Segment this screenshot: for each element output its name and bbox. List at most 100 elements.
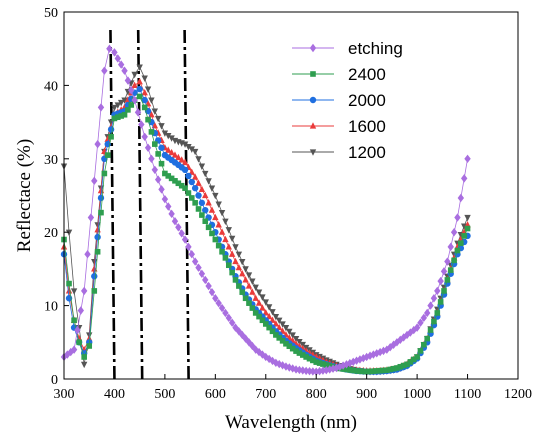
data-point <box>128 102 135 108</box>
data-point <box>286 328 293 336</box>
y-tick-label: 40 <box>44 79 58 94</box>
data-point <box>454 247 461 254</box>
data-point <box>121 111 128 118</box>
data-point <box>148 97 155 104</box>
data-point <box>246 300 252 306</box>
data-point <box>370 368 377 374</box>
data-point <box>101 170 108 177</box>
data-point <box>218 303 226 313</box>
data-point <box>71 317 77 324</box>
legend-label: 1600 <box>348 117 386 136</box>
data-point <box>249 278 256 285</box>
x-tick-label: 1000 <box>403 387 431 402</box>
data-point <box>299 352 306 358</box>
data-point <box>208 287 216 297</box>
data-point <box>80 361 88 369</box>
data-point <box>136 85 143 93</box>
data-point <box>390 365 397 372</box>
data-point <box>239 289 246 295</box>
data-point <box>229 269 235 276</box>
data-point <box>232 257 239 265</box>
data-point <box>255 299 263 306</box>
data-point <box>108 133 114 140</box>
y-tick-label: 10 <box>44 300 58 315</box>
data-point <box>175 153 182 161</box>
data-point <box>215 221 222 228</box>
legend-marker <box>309 96 317 104</box>
data-point <box>269 309 276 316</box>
data-point <box>87 213 95 222</box>
data-point <box>205 224 212 231</box>
data-point <box>158 185 165 194</box>
data-point <box>413 323 421 332</box>
data-point <box>441 288 447 294</box>
data-point <box>343 366 350 373</box>
data-point <box>168 148 175 156</box>
plot-frame <box>63 11 519 380</box>
legend-marker <box>310 71 316 77</box>
data-point <box>86 343 93 349</box>
data-point <box>279 338 286 344</box>
data-point <box>420 313 428 323</box>
data-point <box>292 336 300 343</box>
data-point <box>195 156 202 163</box>
data-point <box>427 301 434 310</box>
y-tick-label: 30 <box>44 153 58 168</box>
data-point <box>91 176 98 186</box>
legend-marker <box>309 122 317 129</box>
x-tick-label: 700 <box>255 387 276 402</box>
data-point <box>296 350 303 356</box>
data-point <box>249 341 256 351</box>
data-point <box>444 257 451 266</box>
x-tick-label: 300 <box>54 387 75 402</box>
data-point <box>181 166 189 174</box>
data-point <box>111 115 118 122</box>
data-point <box>424 308 431 318</box>
data-point <box>458 240 464 247</box>
data-point <box>117 60 125 69</box>
data-point <box>306 355 313 362</box>
data-point <box>252 284 259 292</box>
legend: etching 2400 2000 1600 1200 <box>292 39 403 162</box>
data-point <box>222 218 229 225</box>
data-point <box>202 170 209 178</box>
data-point <box>154 115 162 123</box>
data-point <box>252 310 259 316</box>
data-point <box>158 123 165 130</box>
data-point <box>353 368 360 374</box>
data-point <box>195 192 202 199</box>
axis-ticks: 300 400 500 600 700 800 900 1000 1100 1200 0 10 20 30… <box>44 6 532 402</box>
data-point <box>400 362 407 369</box>
data-point <box>181 141 189 148</box>
legend-item-2000: 2000 <box>292 91 386 110</box>
data-point <box>454 213 461 222</box>
data-point <box>262 299 269 306</box>
data-point <box>195 206 202 212</box>
data-point <box>259 294 266 301</box>
data-point <box>151 165 158 175</box>
data-point <box>128 86 135 95</box>
data-point <box>178 229 185 238</box>
series-line <box>63 88 468 373</box>
legend-label: etching <box>348 39 403 58</box>
series-1600 <box>60 77 471 374</box>
data-point <box>138 120 145 129</box>
data-point <box>121 97 128 104</box>
data-point <box>84 250 91 259</box>
x-tick-label: 1100 <box>454 387 481 402</box>
data-point <box>94 139 101 149</box>
data-point <box>222 255 229 261</box>
data-point <box>106 44 113 53</box>
data-point <box>208 206 216 213</box>
reference-line <box>183 29 190 380</box>
data-point <box>97 194 105 202</box>
data-point <box>289 345 296 352</box>
data-point <box>461 233 467 239</box>
legend-label: 1200 <box>348 143 386 162</box>
data-point <box>417 348 424 354</box>
data-point <box>131 95 138 105</box>
data-point <box>198 163 206 170</box>
data-point <box>191 257 199 266</box>
data-point <box>464 154 471 163</box>
data-point <box>316 360 323 366</box>
